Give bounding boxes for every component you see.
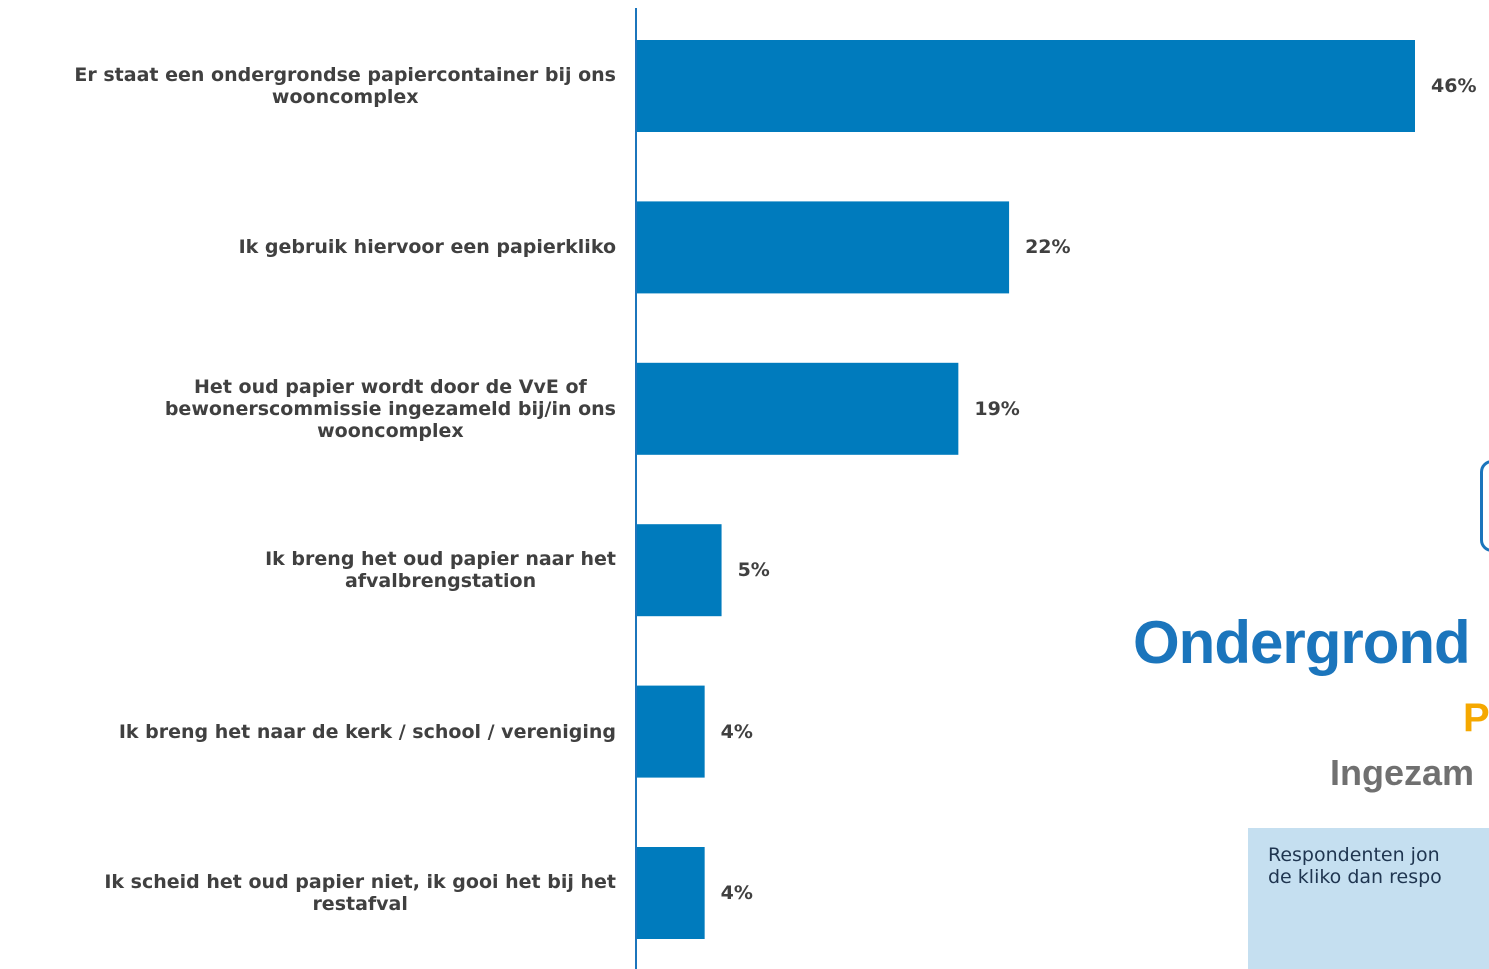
value-label-6: 4%	[720, 882, 753, 904]
category-label-5: Ik breng het naar de kerk / school / ver…	[0, 686, 616, 778]
value-label-1: 46%	[1431, 75, 1477, 97]
bar-5	[637, 685, 705, 778]
category-label-line: Ik breng het oud papier naar het	[265, 548, 616, 571]
category-label-line: Ik scheid het oud papier niet, ik gooi h…	[104, 871, 616, 893]
category-label-line: bewonerscommissie ingezameld bij/in ons	[164, 397, 616, 420]
bar-6	[637, 847, 705, 939]
note-box: Respondenten jon de kliko dan respo	[1248, 828, 1489, 969]
category-label-2: Ik gebruik hiervoor een papierkliko	[0, 201, 616, 293]
category-label-line: afvalbrengstation	[344, 570, 537, 593]
bar-1	[637, 40, 1415, 132]
note-text: Respondenten jon de kliko dan respo	[1268, 844, 1442, 888]
category-label-line: Er staat een ondergrondse papiercontaine…	[74, 64, 616, 86]
category-label-line: wooncomplex	[317, 419, 464, 442]
category-label-3: Het oud papier wordt door de VvE of bewon…	[0, 363, 616, 455]
value-label-5: 4%	[720, 720, 753, 743]
category-label-line: Het oud papier wordt door de VvE of	[194, 375, 587, 398]
category-label-line: Ik gebruik hiervoor een papierkliko	[238, 236, 616, 259]
slide-title: Ondergrond	[1133, 609, 1471, 676]
bar-2	[637, 201, 1010, 294]
category-label-line: wooncomplex	[271, 86, 419, 108]
rounded-frame-edge	[1480, 460, 1489, 552]
slide-accent-heading: P	[1463, 696, 1489, 740]
category-label-line: Ik breng het naar de kerk / school / ver…	[118, 720, 616, 743]
bar-3	[637, 362, 959, 455]
value-label-2: 22%	[1025, 236, 1071, 259]
category-label-4: Ik breng het oud papier naar het afvalbre…	[0, 524, 616, 616]
bar-4	[637, 524, 722, 617]
value-label-4: 5%	[737, 559, 770, 582]
category-label-line: restafval	[312, 893, 408, 915]
category-label-6: Ik scheid het oud papier niet, ik gooi h…	[0, 847, 616, 939]
category-label-1: Er staat een ondergrondse papiercontaine…	[0, 40, 616, 132]
slide-subtitle: Ingezam	[1330, 752, 1475, 793]
value-label-3: 19%	[974, 397, 1020, 420]
